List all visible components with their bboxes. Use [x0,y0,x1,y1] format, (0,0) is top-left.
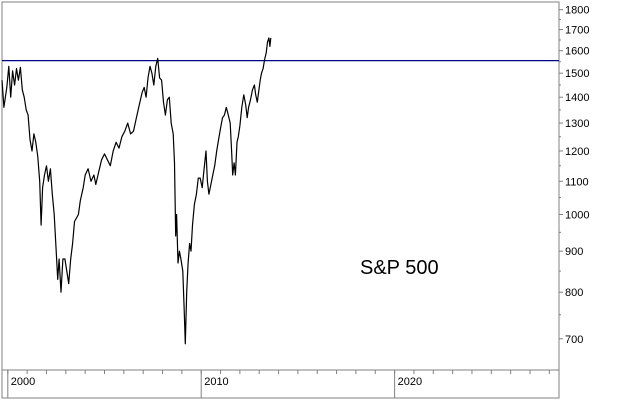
series-line [1,37,272,345]
chart-annotation: S&P 500 [360,257,439,279]
y-axis: 700 800 900 1000 1100 1200 1300 1400 1500 1600 170… [559,5,589,346]
x-axis: 2000 2010 2020 [7,370,550,398]
y-tick-label: 800 [565,287,583,299]
y-tick-label: 700 [565,334,583,346]
y-tick-label: 900 [565,246,583,258]
x-tick-label: 2000 [11,376,35,388]
x-axis-panel [1,369,560,399]
y-tick-label: 1300 [565,118,589,130]
x-tick-label: 2010 [204,376,228,388]
plot-area [1,1,560,371]
x-tick-label: 2020 [398,376,422,388]
y-tick-label: 1400 [565,92,589,104]
y-tick-label: 1600 [565,46,589,58]
y-tick-label: 1800 [565,5,589,17]
y-tick-label: 1500 [565,68,589,80]
y-tick-label: 1100 [565,176,589,188]
y-tick-label: 1200 [565,146,589,158]
y-tick-label: 1000 [565,209,589,221]
y-tick-label: 1700 [565,25,589,37]
